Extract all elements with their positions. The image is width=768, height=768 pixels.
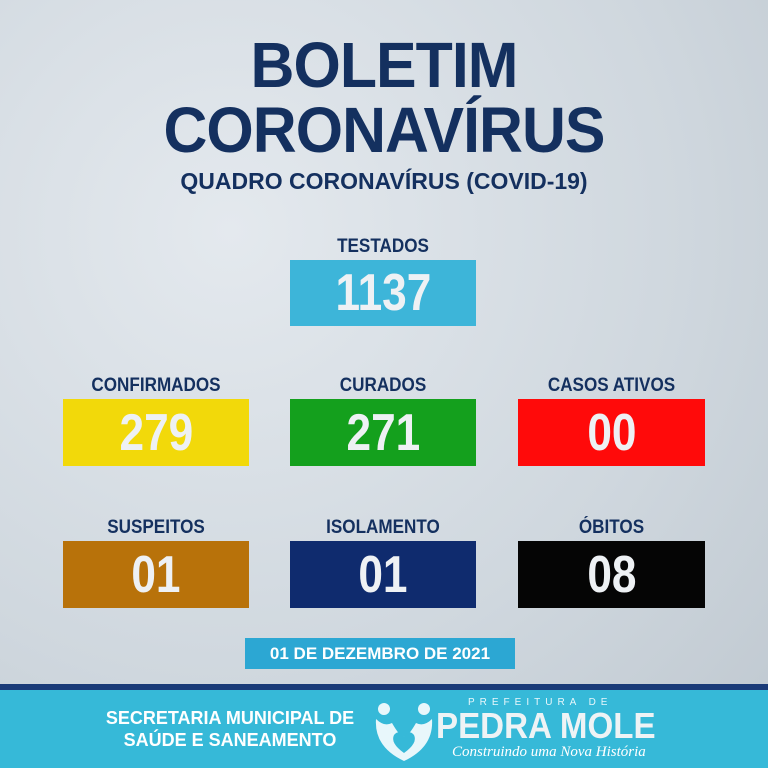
confirmados-value: 279 [119,403,193,462]
isolamento-box: 01 [290,541,476,608]
secretaria-line-1: SECRETARIA MUNICIPAL DE [105,708,355,728]
heart-people-icon [375,703,433,761]
isolamento-label: ISOLAMENTO [326,517,440,538]
logo-top-text: PREFEITURA DE [468,697,613,708]
suspeitos-value: 01 [131,545,181,604]
testados-value: 1137 [335,264,431,322]
curados-box: 271 [290,399,476,466]
confirmados-box: 279 [63,399,249,466]
testados-label: TESTADOS [337,236,429,257]
testados-box: 1137 [290,260,476,326]
title-line-2: CORONAVÍRUS [163,94,605,166]
curados-label: CURADOS [339,375,427,396]
footer-divider [0,684,768,690]
title-line-1: BOLETIM [250,29,519,101]
isolamento-value: 01 [358,545,408,604]
obitos-box: 08 [518,541,705,608]
subtitle: QUADRO CORONAVÍRUS (COVID-19) [180,168,588,194]
obitos-value: 08 [586,545,637,604]
date-badge: 01 DE DEZEMBRO DE 2021 [245,638,515,669]
pedra-mole-logo: PREFEITURA DE PEDRA MOLE Construindo uma… [372,697,662,763]
logo-name: PEDRA MOLE [436,705,656,746]
secretaria-line-2: SAÚDE E SANEAMENTO [123,730,337,750]
logo-slogan: Construindo uma Nova História [452,744,646,760]
curados-value: 271 [346,403,420,462]
suspeitos-label: SUSPEITOS [107,517,205,538]
casos-ativos-value: 00 [586,403,637,462]
suspeitos-box: 01 [63,541,249,608]
secretaria-text: SECRETARIA MUNICIPAL DE SAÚDE E SANEAMEN… [100,707,360,751]
obitos-label: ÓBITOS [578,517,645,538]
casos-ativos-label: CASOS ATIVOS [547,375,676,396]
casos-ativos-box: 00 [518,399,705,466]
confirmados-label: CONFIRMADOS [91,375,221,396]
